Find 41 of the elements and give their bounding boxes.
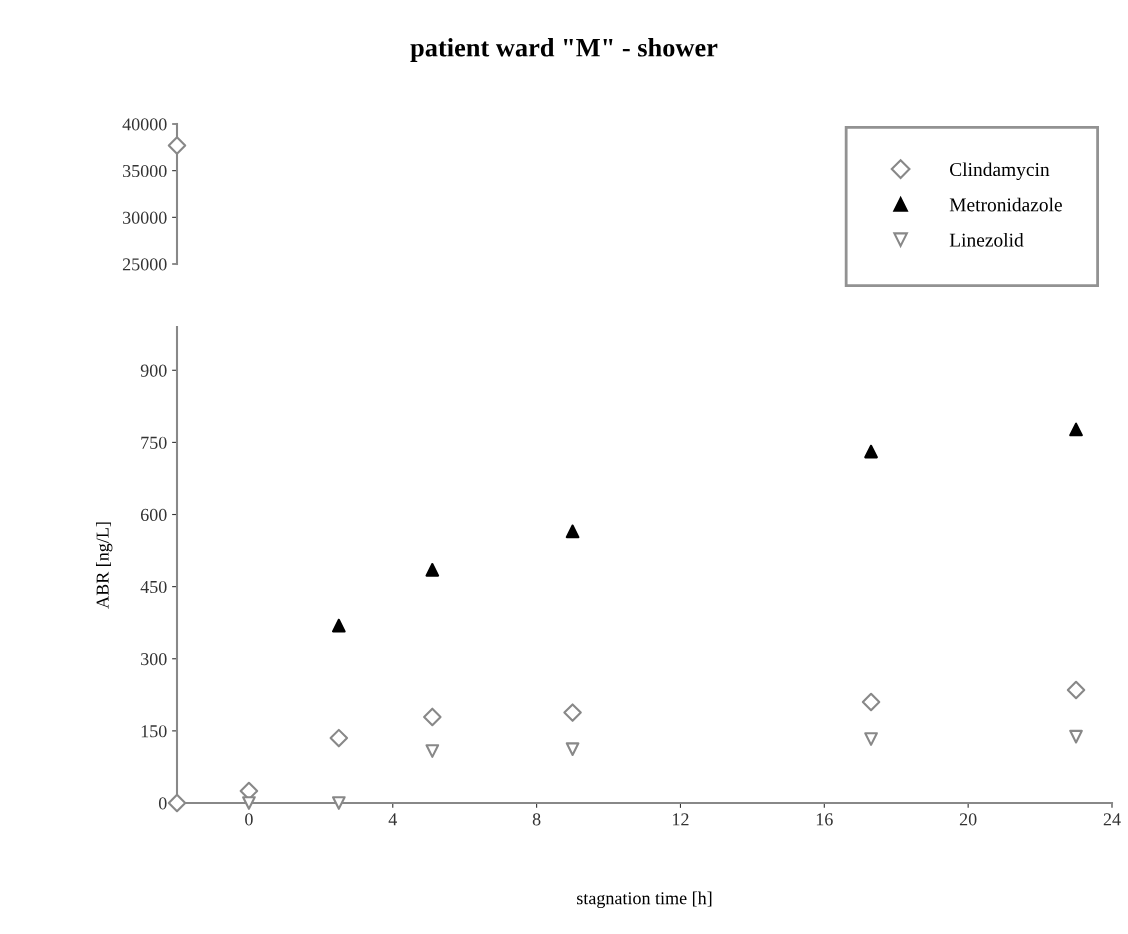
x-axis-title: stagnation time [h] xyxy=(577,891,712,909)
y-tick-label: 30000 xyxy=(123,211,167,224)
point xyxy=(423,707,442,727)
y-tick-label: 35000 xyxy=(123,164,167,178)
y-tick-label: 40000 xyxy=(122,118,167,131)
y-tick-label: 0 xyxy=(158,797,167,810)
y-tick-label: 300 xyxy=(141,653,167,666)
x-tick-label: 0 xyxy=(245,813,253,826)
point xyxy=(861,692,881,712)
point xyxy=(1069,422,1083,437)
legend-label: Clindamycin xyxy=(950,162,1050,181)
point xyxy=(565,742,580,756)
y-axis-title: ABR [ng/L] xyxy=(95,522,113,609)
x-tick-label: 12 xyxy=(673,813,689,826)
point xyxy=(1066,680,1086,700)
y-tick-label: 25000 xyxy=(122,258,167,271)
chart-title: patient ward "M" - shower xyxy=(410,38,718,62)
x-tick-label: 16 xyxy=(816,813,833,826)
y-tick-label: 600 xyxy=(140,508,167,521)
point xyxy=(425,744,440,758)
point xyxy=(167,793,187,813)
point xyxy=(1069,729,1083,744)
x-tick-label: 8 xyxy=(532,813,541,826)
point xyxy=(565,524,580,539)
x-tick-label: 24 xyxy=(1103,813,1121,826)
point xyxy=(331,796,346,810)
point xyxy=(425,562,440,577)
point xyxy=(864,444,878,459)
point xyxy=(563,703,582,722)
y-tick-label: 450 xyxy=(140,580,167,594)
legend-label: Metronidazole xyxy=(949,197,1062,212)
point xyxy=(864,732,878,746)
legend-label: Linezolid xyxy=(949,232,1024,247)
point xyxy=(329,728,349,748)
x-tick-label: 20 xyxy=(959,813,977,826)
y-tick-label: 750 xyxy=(141,436,167,449)
x-tick-label: 4 xyxy=(388,813,397,826)
y-tick-label: 150 xyxy=(141,725,167,738)
point xyxy=(242,796,256,810)
y-tick-label: 900 xyxy=(140,364,167,377)
point xyxy=(331,618,346,633)
